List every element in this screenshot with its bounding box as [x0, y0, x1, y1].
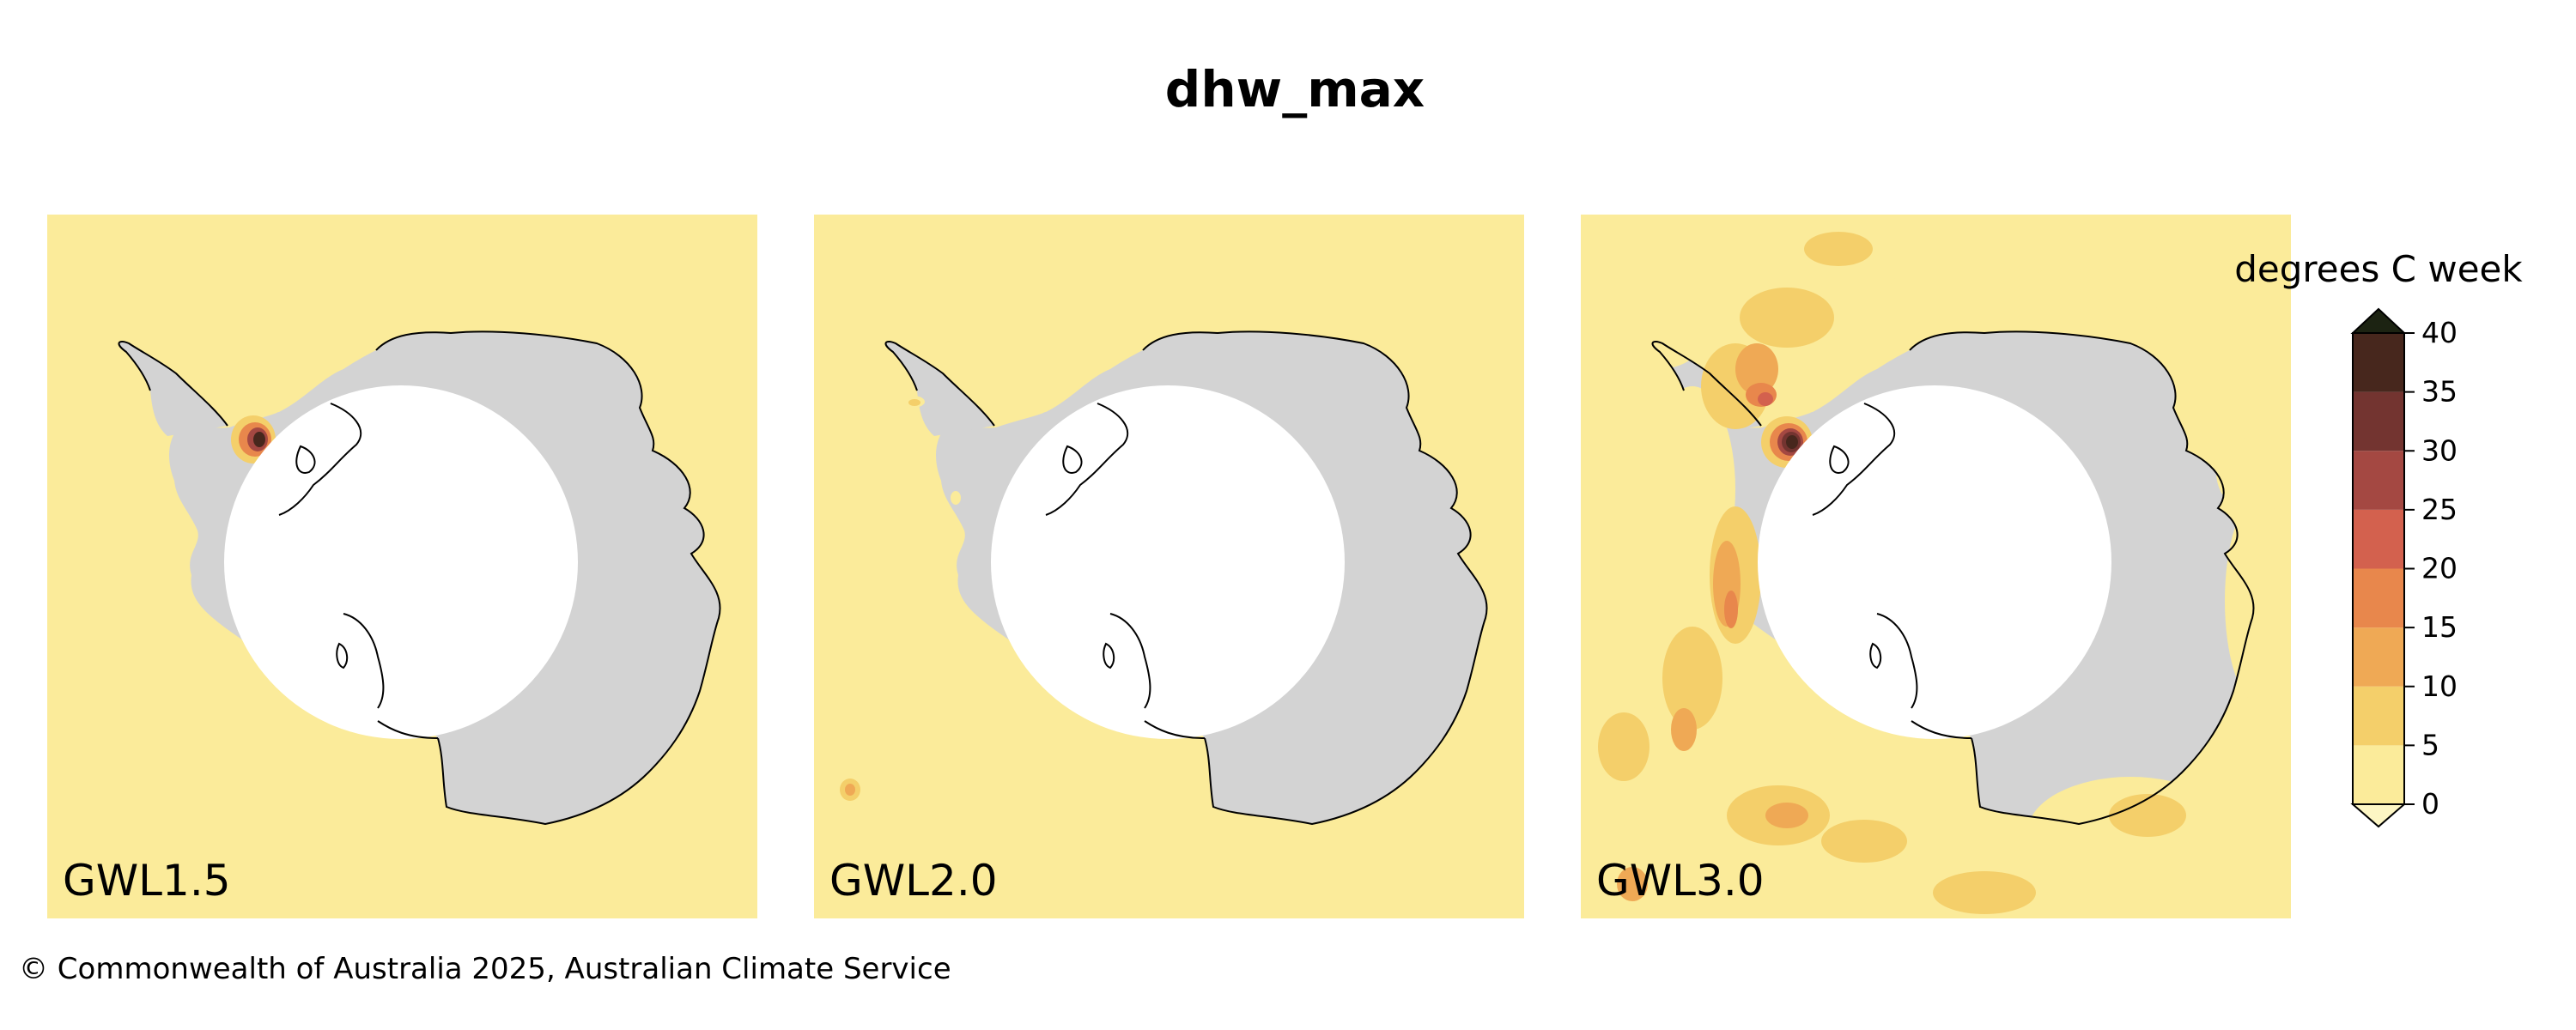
colorbar-bands	[2353, 333, 2404, 804]
colorbar-tick-label: 10	[2421, 670, 2458, 703]
colorbar-tick-label: 25	[2421, 493, 2458, 526]
colorbar-band	[2353, 391, 2404, 451]
map-panel-gwl1-5: GWL1.5	[47, 215, 757, 918]
heat-patches	[840, 228, 1515, 859]
heat-patches	[70, 324, 532, 880]
colorbar-tick-label: 0	[2421, 787, 2439, 821]
colorbar-title: degrees C week	[2234, 248, 2523, 290]
colorbar-tick-label: 15	[2421, 610, 2458, 644]
colorbar-band	[2353, 333, 2404, 392]
map-panel-gwl2-0: GWL2.0	[814, 215, 1524, 918]
polar-mask	[224, 385, 578, 739]
colorbar-extend-under	[2350, 803, 2407, 828]
colorbar-band	[2353, 568, 2404, 628]
panel-label: GWL3.0	[1596, 856, 1765, 906]
colorbar-band	[2353, 627, 2404, 687]
panel-label: GWL1.5	[63, 856, 231, 906]
heat-patches	[1581, 219, 2291, 914]
colorbar-ticks: 0 5 10 15 20 25 30 35 40	[2404, 316, 2458, 821]
figure-title: dhw_max	[1165, 60, 1425, 118]
colorbar-tick-label: 5	[2421, 728, 2439, 761]
colorbar: degrees C week 0 5 10 15 20 25 30 35 40	[2234, 248, 2523, 828]
polar-mask	[1758, 385, 2111, 739]
colorbar-tick-label: 20	[2421, 552, 2458, 585]
copyright-notice: © Commonwealth of Australia 2025, Austra…	[19, 952, 951, 986]
panel-label: GWL2.0	[829, 856, 998, 906]
colorbar-band	[2353, 686, 2404, 746]
colorbar-band	[2353, 451, 2404, 510]
map-panel-gwl3-0: GWL3.0	[1581, 215, 2291, 918]
colorbar-tick-label: 30	[2421, 433, 2458, 467]
colorbar-extend-over	[2350, 307, 2407, 334]
colorbar-tick-label: 35	[2421, 375, 2458, 409]
colorbar-tick-label: 40	[2421, 316, 2458, 349]
colorbar-band	[2353, 509, 2404, 569]
polar-mask	[991, 385, 1345, 739]
colorbar-band	[2353, 745, 2404, 804]
